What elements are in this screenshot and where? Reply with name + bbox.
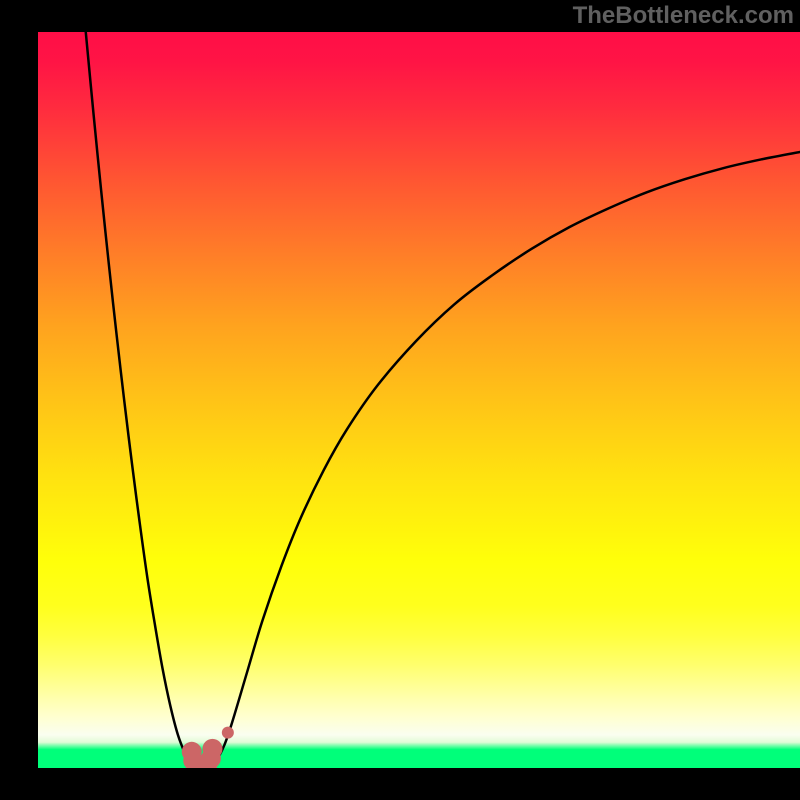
plot-svg: [32, 32, 800, 768]
watermark-text: TheBottleneck.com: [573, 2, 794, 30]
marker-point: [202, 739, 222, 759]
y-axis-stripe: [32, 32, 38, 768]
plot-area: [32, 32, 800, 768]
marker-point: [222, 727, 234, 739]
frame-border: [0, 768, 800, 800]
frame-border: [0, 0, 32, 800]
background-gradient: [38, 32, 800, 768]
